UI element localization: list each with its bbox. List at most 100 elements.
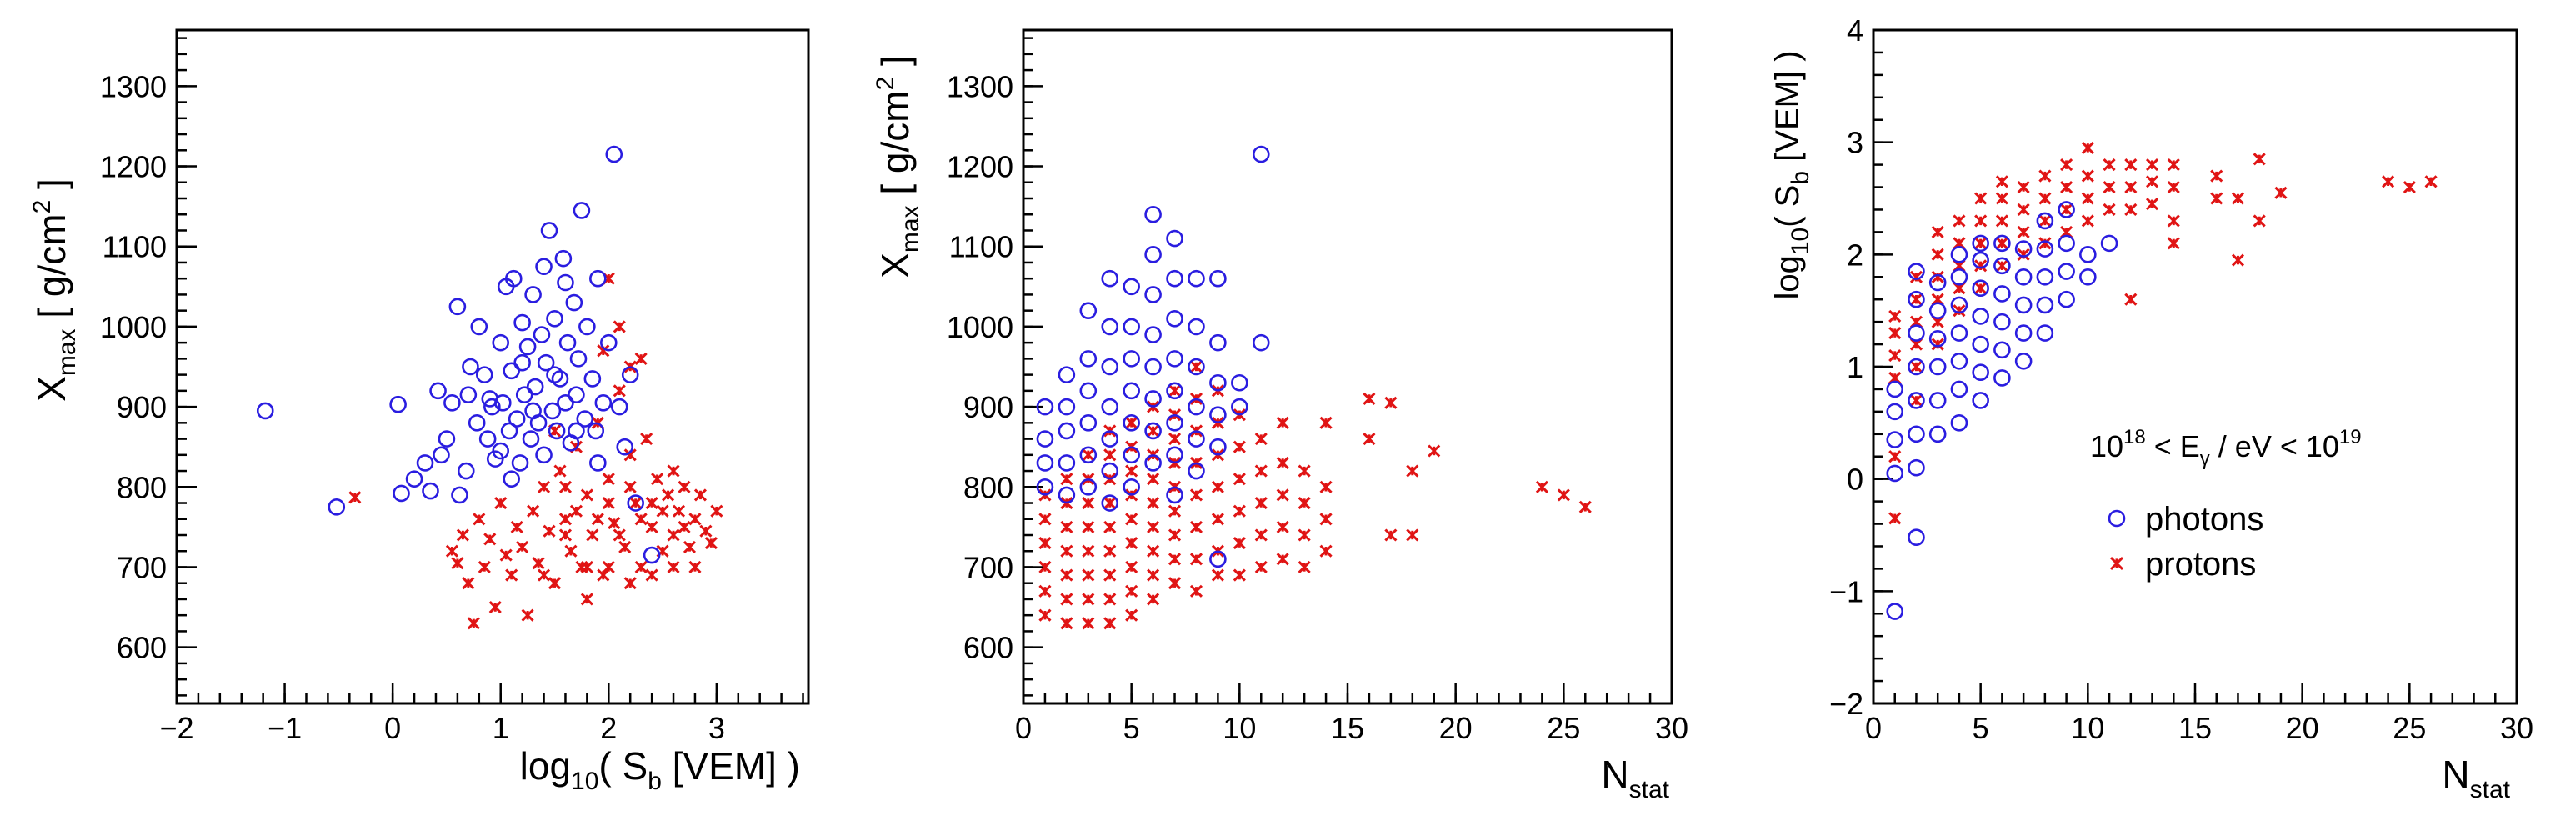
proton-point <box>1406 528 1419 542</box>
x-tick-label: 15 <box>2178 711 2212 745</box>
panel-xmax-vs-sb: −2 −1 0 1 2 3 600 700 800 900 1000 1100 1200 1300 log… <box>28 28 810 795</box>
photon-point <box>1886 603 1904 620</box>
photon-point <box>548 422 566 440</box>
proton-point <box>1211 568 1224 582</box>
photon-point <box>1123 318 1140 336</box>
photon-point <box>1950 324 1968 342</box>
photon-point <box>1036 398 1054 416</box>
proton-point <box>1060 593 1073 606</box>
y-tick-label: 1200 <box>100 150 167 184</box>
proton-point <box>527 504 540 518</box>
photon-point <box>393 484 410 503</box>
proton-point <box>1103 496 1117 510</box>
photon-point <box>568 386 585 403</box>
photon-point <box>1101 318 1119 336</box>
proton-point <box>678 480 691 493</box>
proton-point <box>2038 192 2052 205</box>
photon-point <box>1123 350 1140 368</box>
y-tick-label: 3 <box>1847 126 1863 160</box>
proton-point <box>1995 237 2008 250</box>
proton-point <box>1125 537 1138 550</box>
proton-point <box>1298 528 1311 542</box>
x-axis-label: log10( Sb [VEM] ) <box>520 744 800 795</box>
x-tick-label: 10 <box>1223 711 1256 745</box>
proton-point <box>537 568 551 582</box>
proton-point <box>1995 259 2008 273</box>
proton-point <box>537 480 551 493</box>
proton-point <box>1276 488 1289 502</box>
photon-point <box>535 258 553 276</box>
x-tick-label: 30 <box>1655 711 1688 745</box>
photon-point <box>610 398 628 416</box>
proton-point <box>548 577 562 590</box>
proton-point <box>2081 141 2094 154</box>
axis-ticks: 0 5 10 15 20 25 30 −2 −1 0 1 2 3 4 <box>1829 13 2533 745</box>
photon-point <box>492 442 510 460</box>
photon-point <box>1950 414 1968 432</box>
photon-point <box>2014 268 2033 286</box>
photon-point <box>1972 363 1989 382</box>
proton-point <box>1189 360 1203 373</box>
photon-point <box>1123 414 1140 432</box>
proton-point <box>2145 158 2159 172</box>
photon-point <box>2100 234 2118 253</box>
proton-point <box>1428 444 1441 458</box>
proton-point <box>1168 384 1182 398</box>
x-tick-label: 0 <box>384 711 401 745</box>
proton-point <box>2124 180 2138 194</box>
proton-point <box>1953 214 1966 228</box>
proton-point <box>634 352 648 365</box>
proton-point <box>1888 327 1902 340</box>
photon-point <box>459 386 478 403</box>
proton-point <box>1578 500 1592 513</box>
proton-point <box>1082 544 1095 558</box>
photon-point <box>1166 446 1183 464</box>
legend-photons-label: photons <box>2145 501 2263 538</box>
proton-point <box>499 548 513 562</box>
photon-point <box>1144 454 1162 472</box>
photon-point <box>1079 446 1098 464</box>
proton-point <box>1060 544 1073 558</box>
proton-point <box>2103 203 2116 217</box>
y-tick-label: 2 <box>1847 238 1863 272</box>
proton-point <box>580 560 593 574</box>
proton-point <box>1189 488 1203 502</box>
photon-point <box>1079 382 1098 400</box>
proton-point <box>1974 237 1988 250</box>
photon-point <box>1886 380 1904 398</box>
proton-point <box>613 320 626 333</box>
proton-point <box>1254 433 1268 446</box>
proton-point <box>623 480 637 493</box>
proton-point <box>1060 473 1073 486</box>
photon-point <box>503 362 520 380</box>
axis-ticks: 0 5 10 15 20 25 30 600 700 800 900 1000 1100 1200 1300 <box>947 37 1688 745</box>
proton-point <box>613 384 626 398</box>
proton-point <box>1147 568 1160 582</box>
photon-point <box>1058 486 1076 504</box>
proton-point <box>1103 520 1117 533</box>
photon-point <box>1950 268 1968 286</box>
legend-proton-x <box>2109 556 2124 571</box>
proton-point <box>1211 513 1224 526</box>
proton-point <box>2017 203 2030 217</box>
photon-point <box>515 386 533 403</box>
photon-point <box>1058 366 1076 383</box>
proton-point <box>1888 309 1902 323</box>
proton-point <box>608 517 621 530</box>
proton-point <box>1147 496 1160 510</box>
photon-point <box>1036 454 1054 472</box>
photon-point <box>557 273 574 292</box>
photon-point <box>451 486 468 504</box>
photon-point <box>500 422 518 440</box>
proton-point <box>1931 225 1944 238</box>
y-tick-label: 1000 <box>947 310 1013 344</box>
proton-point <box>1082 568 1095 582</box>
photon-point <box>1101 430 1119 448</box>
proton-point <box>2231 192 2245 205</box>
photon-point <box>2036 212 2054 230</box>
proton-point <box>1189 584 1203 598</box>
proton-point <box>2167 180 2180 194</box>
y-axis-label: log10( Sb [VEM] ) <box>1769 50 1814 299</box>
proton-point <box>2081 214 2094 228</box>
proton-point <box>1888 512 1902 525</box>
